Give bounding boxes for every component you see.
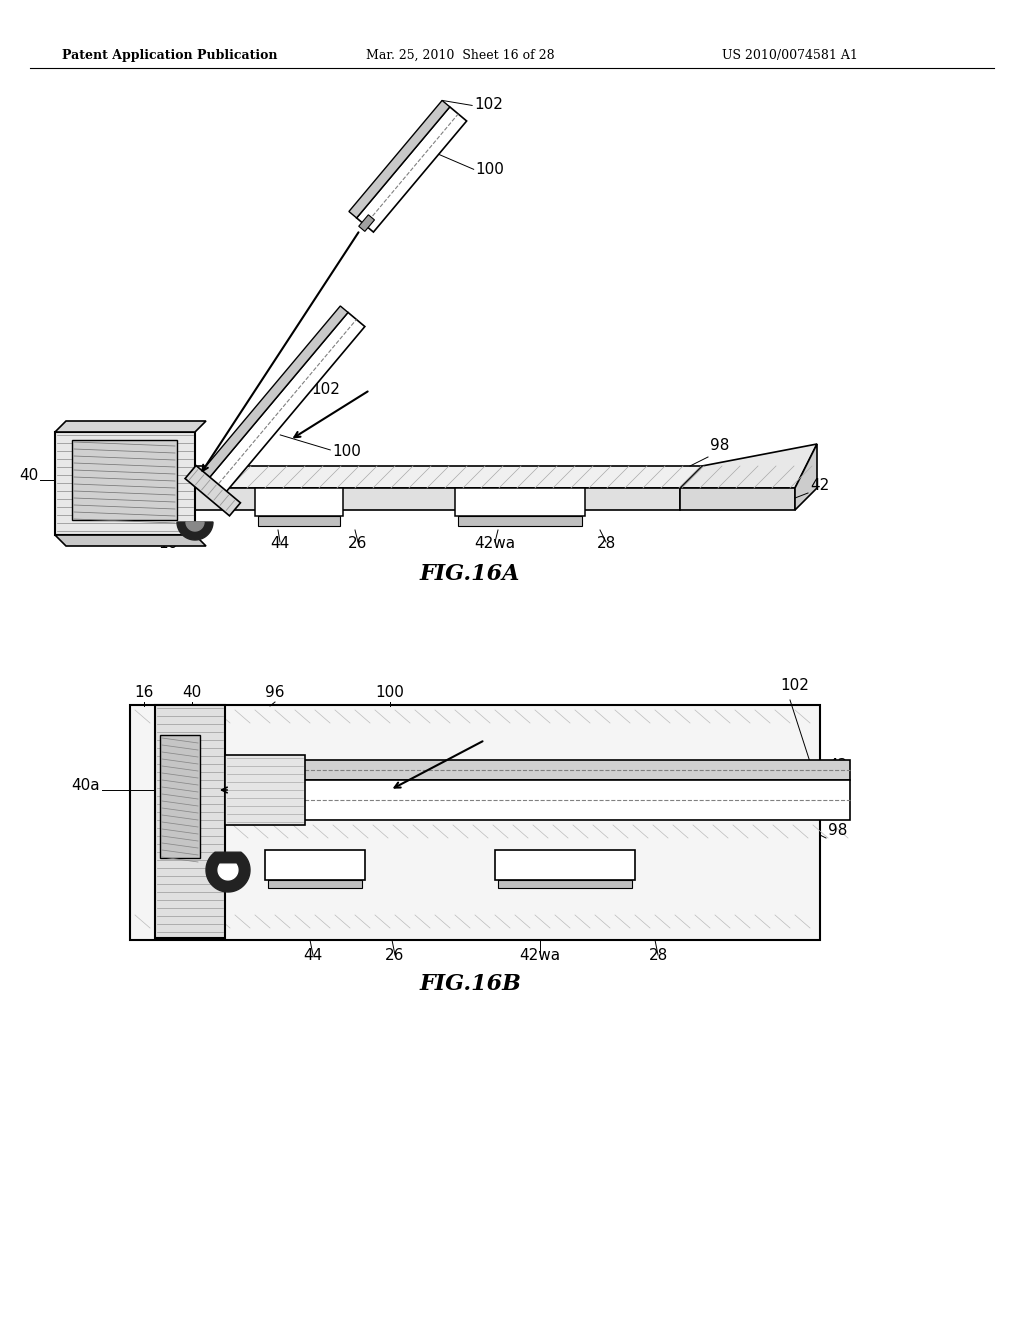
Text: 44: 44 — [270, 536, 290, 550]
Polygon shape — [55, 432, 195, 535]
Polygon shape — [55, 421, 206, 432]
Polygon shape — [155, 705, 225, 939]
Polygon shape — [356, 107, 467, 232]
Polygon shape — [185, 466, 241, 516]
Text: Mar. 25, 2010  Sheet 16 of 28: Mar. 25, 2010 Sheet 16 of 28 — [366, 49, 554, 62]
Polygon shape — [265, 850, 365, 880]
Polygon shape — [268, 880, 362, 888]
Text: 102: 102 — [474, 96, 503, 112]
Polygon shape — [358, 215, 375, 231]
Polygon shape — [498, 880, 632, 888]
Polygon shape — [218, 865, 238, 880]
Polygon shape — [258, 516, 340, 525]
Polygon shape — [225, 755, 305, 825]
Text: 100: 100 — [332, 445, 361, 459]
Text: 96: 96 — [265, 685, 285, 700]
Text: FIG.16A: FIG.16A — [420, 564, 520, 585]
Text: 40: 40 — [18, 469, 38, 483]
Text: 42wa: 42wa — [519, 948, 560, 964]
Text: 16: 16 — [159, 536, 178, 550]
Text: 44: 44 — [303, 948, 323, 964]
Polygon shape — [155, 488, 680, 510]
Text: 96: 96 — [121, 458, 140, 474]
Text: FIG.16B: FIG.16B — [419, 973, 521, 995]
Text: Patent Application Publication: Patent Application Publication — [62, 49, 278, 62]
Text: 100: 100 — [376, 685, 404, 700]
Polygon shape — [680, 488, 795, 510]
Polygon shape — [186, 521, 204, 531]
Polygon shape — [206, 853, 250, 892]
Polygon shape — [255, 488, 343, 516]
Polygon shape — [228, 760, 850, 780]
Text: 42: 42 — [810, 478, 829, 492]
Text: 16: 16 — [134, 685, 154, 700]
Polygon shape — [72, 440, 177, 520]
Polygon shape — [455, 488, 585, 516]
Text: 102: 102 — [311, 381, 340, 397]
Text: US 2010/0074581 A1: US 2010/0074581 A1 — [722, 49, 858, 62]
Polygon shape — [680, 444, 817, 488]
Polygon shape — [130, 705, 820, 940]
Polygon shape — [155, 466, 702, 488]
Text: 100: 100 — [476, 162, 505, 177]
Text: 40a: 40a — [72, 446, 100, 461]
Text: 102: 102 — [780, 678, 809, 693]
Polygon shape — [177, 521, 213, 540]
Text: 42: 42 — [828, 758, 847, 774]
Text: 42wa: 42wa — [474, 536, 515, 550]
Polygon shape — [55, 535, 206, 546]
Text: 26: 26 — [348, 536, 368, 550]
Polygon shape — [228, 780, 850, 820]
Polygon shape — [495, 850, 635, 880]
Polygon shape — [160, 735, 200, 858]
Text: 26: 26 — [385, 948, 404, 964]
Text: 40: 40 — [182, 685, 202, 700]
Text: 40a: 40a — [72, 777, 100, 793]
Text: 28: 28 — [648, 948, 668, 964]
Polygon shape — [458, 516, 582, 525]
Polygon shape — [795, 444, 817, 510]
Text: 98: 98 — [710, 438, 729, 453]
Polygon shape — [207, 313, 365, 495]
Polygon shape — [349, 100, 450, 218]
Text: 28: 28 — [596, 536, 615, 550]
Text: 98: 98 — [828, 822, 848, 838]
Polygon shape — [199, 306, 348, 480]
